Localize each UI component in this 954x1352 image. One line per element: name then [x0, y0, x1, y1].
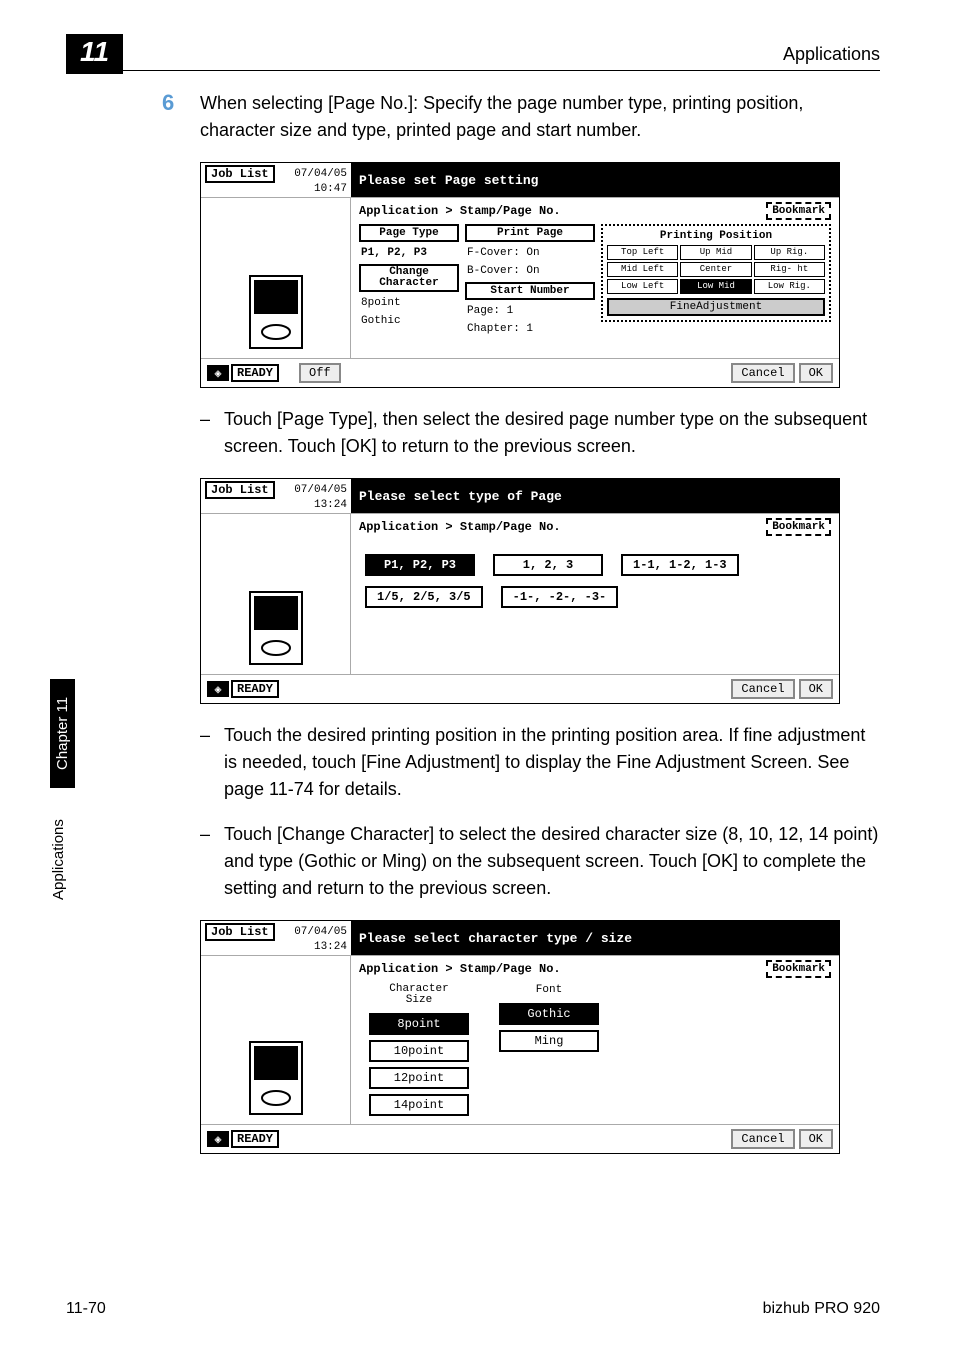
bullet-dash: – — [200, 406, 210, 460]
step-text: When selecting [Page No.]: Specify the p… — [200, 90, 880, 144]
size-8pt-button[interactable]: 8point — [369, 1013, 469, 1035]
pos-low-right[interactable]: Low Rig. — [754, 279, 825, 294]
status-icon: ◈ — [207, 365, 229, 381]
preview-thumb — [201, 956, 351, 1124]
size-10pt-button[interactable]: 10point — [369, 1040, 469, 1062]
fcover-value: F-Cover: On — [465, 246, 595, 260]
product-name: bizhub PRO 920 — [763, 1300, 880, 1318]
bullet-dash: – — [200, 821, 210, 902]
pos-low-mid[interactable]: Low Mid — [680, 279, 751, 294]
page-type-option-1[interactable]: P1, P2, P3 — [365, 554, 475, 576]
panel3-breadcrumb: Application > Stamp/Page No. — [359, 962, 831, 976]
size-14pt-button[interactable]: 14point — [369, 1094, 469, 1116]
page-type-option-4[interactable]: 1/5, 2/5, 3/5 — [365, 586, 483, 608]
pos-low-left[interactable]: Low Left — [607, 279, 678, 294]
chapter-tab: 11 — [66, 34, 123, 74]
sub-instruction-1: Touch [Page Type], then select the desir… — [224, 406, 880, 460]
pos-up-right[interactable]: Up Rig. — [754, 245, 825, 260]
side-section-label: Applications — [50, 819, 67, 900]
job-list-button[interactable]: Job List — [205, 923, 275, 941]
page-type-button[interactable]: Page Type — [359, 224, 459, 242]
change-character-button[interactable]: Change Character — [359, 264, 459, 292]
panel1-date: 07/04/05 — [294, 168, 347, 180]
page-preview-icon — [246, 1038, 306, 1118]
pos-mid-left[interactable]: Mid Left — [607, 262, 678, 277]
sub-instruction-3: Touch [Change Character] to select the d… — [224, 821, 880, 902]
panel3-date: 07/04/05 — [294, 926, 347, 938]
page-preview-icon — [246, 588, 306, 668]
print-page-button[interactable]: Print Page — [465, 224, 595, 242]
bcover-value: B-Cover: On — [465, 264, 595, 278]
settings-panel-3: Job List 07/04/05 13:24 Please select ch… — [200, 920, 840, 1154]
page-type-option-5[interactable]: -1-, -2-, -3- — [501, 586, 619, 608]
header-section: Applications — [783, 44, 880, 65]
sub-instruction-2: Touch the desired printing position in t… — [224, 722, 880, 803]
size-12pt-button[interactable]: 12point — [369, 1067, 469, 1089]
bookmark-button[interactable]: Bookmark — [766, 202, 831, 220]
start-number-button[interactable]: Start Number — [465, 282, 595, 300]
position-title: Printing Position — [607, 230, 825, 242]
pos-top-left[interactable]: Top Left — [607, 245, 678, 260]
panel2-date: 07/04/05 — [294, 484, 347, 496]
page-type-value: P1, P2, P3 — [359, 246, 459, 260]
settings-panel-2: Job List 07/04/05 13:24 Please select ty… — [200, 478, 840, 704]
job-list-button[interactable]: Job List — [205, 481, 275, 499]
bookmark-button[interactable]: Bookmark — [766, 518, 831, 536]
status-icon: ◈ — [207, 1131, 229, 1147]
panel3-time: 13:24 — [205, 941, 347, 953]
panel3-message: Please select character type / size — [351, 921, 839, 955]
panel2-time: 13:24 — [205, 499, 347, 511]
ok-button[interactable]: OK — [799, 363, 833, 383]
pos-right[interactable]: Rig- ht — [754, 262, 825, 277]
panel1-breadcrumb: Application > Stamp/Page No. — [359, 204, 831, 218]
ready-label: READY — [231, 364, 279, 382]
page-number: 11-70 — [66, 1300, 106, 1318]
side-chapter-tab: Chapter 11 — [50, 679, 75, 788]
ready-label: READY — [231, 1130, 279, 1148]
cancel-button[interactable]: Cancel — [731, 1129, 794, 1149]
font-header: Font — [499, 984, 599, 996]
cancel-button[interactable]: Cancel — [731, 363, 794, 383]
job-list-button[interactable]: Job List — [205, 165, 275, 183]
status-icon: ◈ — [207, 681, 229, 697]
pos-center[interactable]: Center — [680, 262, 751, 277]
bullet-dash: – — [200, 722, 210, 803]
panel1-time: 10:47 — [205, 183, 347, 195]
panel2-message: Please select type of Page — [351, 479, 839, 513]
page-type-option-2[interactable]: 1, 2, 3 — [493, 554, 603, 576]
font-gothic-button[interactable]: Gothic — [499, 1003, 599, 1025]
off-button[interactable]: Off — [299, 363, 341, 383]
ok-button[interactable]: OK — [799, 679, 833, 699]
preview-thumb — [201, 198, 351, 358]
page-preview-icon — [246, 272, 306, 352]
font-ming-button[interactable]: Ming — [499, 1030, 599, 1052]
ready-label: READY — [231, 680, 279, 698]
step-number: 6 — [162, 90, 174, 116]
pos-up-mid[interactable]: Up Mid — [680, 245, 751, 260]
bookmark-button[interactable]: Bookmark — [766, 960, 831, 978]
char-size-header: Character Size — [369, 984, 469, 1006]
panel2-breadcrumb: Application > Stamp/Page No. — [359, 520, 831, 534]
header-rule — [66, 70, 880, 71]
chapter-number-value: Chapter: 1 — [465, 322, 595, 336]
settings-panel-1: Job List 07/04/05 10:47 Please set Page … — [200, 162, 840, 388]
preview-thumb — [201, 514, 351, 674]
char-size-value: 8point — [359, 296, 459, 310]
cancel-button[interactable]: Cancel — [731, 679, 794, 699]
fine-adjustment-button[interactable]: FineAdjustment — [607, 298, 825, 316]
page-type-option-3[interactable]: 1-1, 1-2, 1-3 — [621, 554, 739, 576]
ok-button[interactable]: OK — [799, 1129, 833, 1149]
page-number-value: Page: 1 — [465, 304, 595, 318]
panel1-message: Please set Page setting — [351, 163, 839, 197]
char-font-value: Gothic — [359, 314, 459, 328]
